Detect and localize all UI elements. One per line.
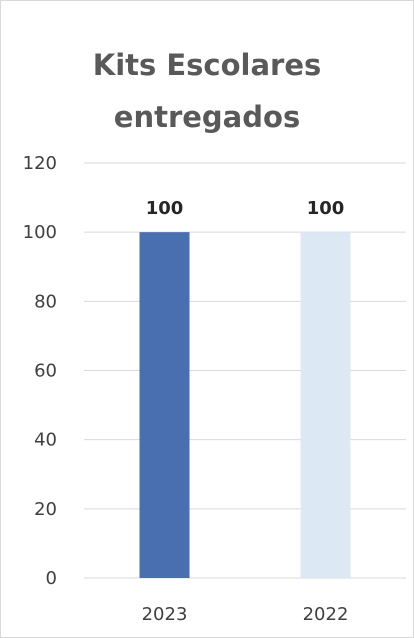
y-tick-label: 0 (46, 568, 57, 589)
y-tick-label: 40 (34, 430, 57, 451)
y-tick-label: 20 (34, 499, 57, 520)
data-label: 100 (307, 198, 345, 219)
bar (139, 232, 190, 578)
chart-title: Kits Escolares entregados (92, 48, 322, 134)
y-tick-label: 80 (34, 291, 57, 312)
y-tick-label: 120 (23, 153, 57, 174)
y-tick-label: 100 (23, 222, 57, 243)
y-tick-label: 60 (34, 361, 57, 382)
data-label: 100 (146, 198, 184, 219)
bar (300, 232, 351, 578)
x-tick-label: 2023 (142, 604, 188, 625)
x-tick-label: 2022 (303, 604, 349, 625)
